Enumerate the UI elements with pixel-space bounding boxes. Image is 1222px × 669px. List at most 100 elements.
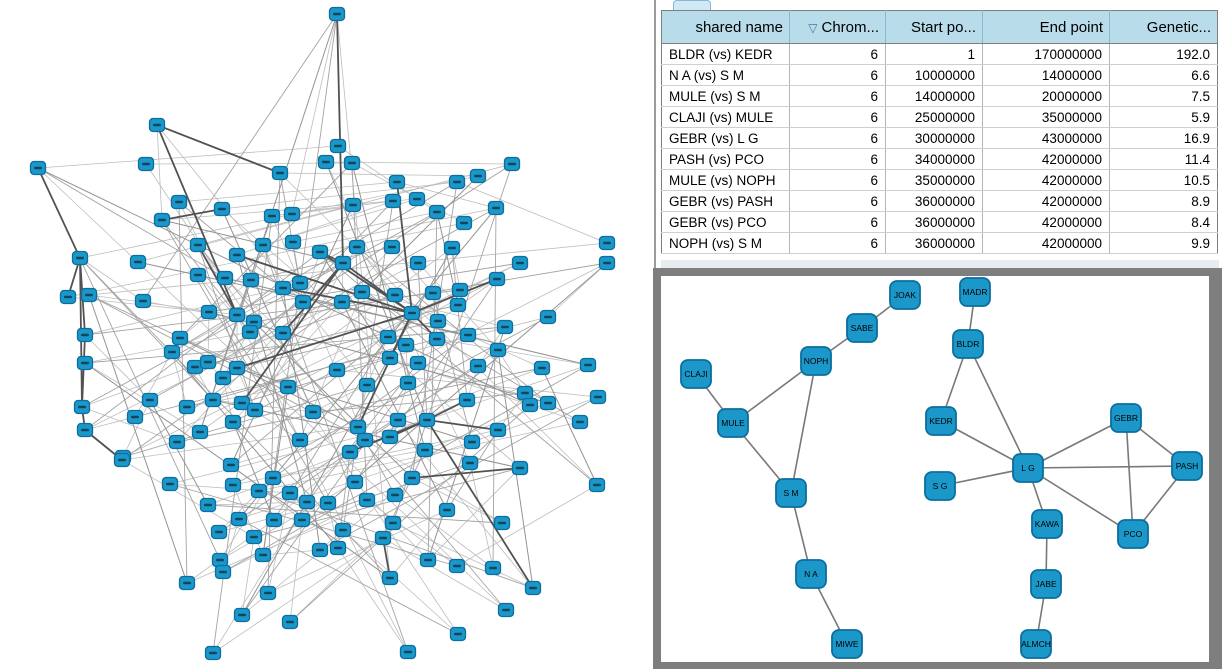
network-edge: [394, 494, 494, 569]
network-node-label: [196, 430, 204, 434]
network-node-label: [348, 161, 356, 165]
table-row[interactable]: MULE (vs) NOPH 6 35000000 42000000 10.5: [661, 169, 1218, 191]
table-row[interactable]: BLDR (vs) KEDR 6 1 170000000 192.0: [661, 43, 1218, 65]
network-edge: [262, 549, 321, 556]
network-node-label: [153, 123, 161, 127]
column-header-start-po-[interactable]: Start po...: [885, 10, 983, 44]
overview-network-canvas[interactable]: [0, 0, 653, 669]
network-node-sm[interactable]: [775, 478, 807, 508]
table-cell: 1: [885, 43, 983, 65]
table-row[interactable]: NOPH (vs) S M 6 36000000 42000000 9.9: [661, 232, 1218, 254]
network-node-gebr[interactable]: [1110, 403, 1142, 433]
network-edge: [67, 207, 497, 298]
network-node-label: [516, 466, 524, 470]
network-edge: [411, 181, 458, 479]
column-header-genetic-[interactable]: Genetic...: [1109, 10, 1218, 44]
network-node-label: [218, 207, 226, 211]
network-node-almch[interactable]: [1020, 629, 1052, 659]
table-cell: 16.9: [1109, 127, 1218, 149]
table-row[interactable]: MULE (vs) S M 6 14000000 20000000 7.5: [661, 85, 1218, 107]
table-cell: 6: [789, 106, 886, 128]
column-header-end-point[interactable]: End point: [982, 10, 1110, 44]
detail-network-canvas[interactable]: JOAK SABE NOPH CLAJI MULE S M N A MIWE MADR BLDR K…: [661, 276, 1209, 662]
network-edge: [197, 274, 301, 441]
table-cell: 6: [789, 64, 886, 86]
network-node-label: [363, 383, 371, 387]
network-node-label: [424, 558, 432, 562]
network-node-noph[interactable]: [800, 346, 832, 376]
network-node-label: [391, 493, 399, 497]
network-node-mule[interactable]: [717, 408, 749, 438]
table-tab[interactable]: [673, 0, 711, 10]
table-cell: 25000000: [885, 106, 983, 128]
column-header-shared-name[interactable]: shared name: [661, 10, 790, 44]
table-cell: 9.9: [1109, 232, 1218, 254]
network-node-na[interactable]: [795, 559, 827, 589]
network-node-bldr[interactable]: [952, 329, 984, 359]
network-node-label: [269, 476, 277, 480]
network-edge: [253, 321, 413, 479]
network-node-label: [384, 335, 392, 339]
network-node-claji[interactable]: [680, 359, 712, 389]
network-edge: [337, 547, 409, 653]
table-cell: 30000000: [885, 127, 983, 149]
network-node-label: [78, 405, 86, 409]
table-cell: N A (vs) S M: [661, 64, 790, 86]
filter-icon[interactable]: ▽: [808, 20, 818, 35]
network-edge: [267, 509, 448, 594]
horizontal-scrollbar[interactable]: [661, 260, 1219, 268]
network-edge: [272, 449, 426, 479]
network-node-label: [250, 535, 258, 539]
network-edge: [171, 181, 458, 353]
network-edge: [79, 257, 214, 401]
overview-network-panel[interactable]: [0, 0, 653, 669]
network-edge: [790, 360, 817, 494]
table-cell: 6: [789, 127, 886, 149]
network-edge: [232, 421, 275, 521]
network-node-lg[interactable]: [1012, 453, 1044, 483]
network-edge: [427, 467, 521, 561]
network-node-jabe[interactable]: [1030, 569, 1062, 599]
table-cell: 6.6: [1109, 64, 1218, 86]
network-node-label: [219, 570, 227, 574]
column-header-chrom-[interactable]: ▽ Chrom...: [789, 10, 886, 44]
network-node-kedr[interactable]: [925, 406, 957, 436]
network-edge-dark: [426, 419, 534, 589]
network-node-sg[interactable]: [924, 471, 956, 501]
table-row[interactable]: N A (vs) S M 6 10000000 14000000 6.6: [661, 64, 1218, 86]
table-row[interactable]: GEBR (vs) PCO 6 36000000 42000000 8.4: [661, 211, 1218, 233]
network-edge-dark: [336, 13, 344, 264]
network-edge-dark: [156, 124, 281, 174]
network-node-label: [194, 243, 202, 247]
network-edge: [392, 522, 534, 589]
network-node-pco[interactable]: [1117, 519, 1149, 549]
table-cell: 170000000: [982, 43, 1110, 65]
network-node-miwe[interactable]: [831, 629, 863, 659]
network-node-label: [468, 440, 476, 444]
network-node-label: [456, 288, 464, 292]
network-node-joak[interactable]: [889, 280, 921, 310]
detail-network-panel[interactable]: JOAK SABE NOPH CLAJI MULE S M N A MIWE MADR BLDR K…: [653, 268, 1222, 669]
network-edge: [392, 163, 513, 524]
network-node-madr[interactable]: [959, 277, 991, 307]
table-cell: 35000000: [982, 106, 1110, 128]
network-node-label: PCO: [1124, 529, 1143, 539]
table-row[interactable]: GEBR (vs) PASH 6 36000000 42000000 8.9: [661, 190, 1218, 212]
network-node-label: S M: [783, 488, 798, 498]
network-node-label: [421, 448, 429, 452]
table-cell: NOPH (vs) S M: [661, 232, 790, 254]
network-node-kawa[interactable]: [1031, 509, 1063, 539]
network-node-label: [464, 333, 472, 337]
network-node-sabe[interactable]: [846, 313, 878, 343]
table-row[interactable]: GEBR (vs) L G 6 30000000 43000000 16.9: [661, 127, 1218, 149]
network-node-pash[interactable]: [1171, 451, 1203, 481]
table-row[interactable]: PASH (vs) PCO 6 34000000 42000000 11.4: [661, 148, 1218, 170]
table-cell: 43000000: [982, 127, 1110, 149]
table-row[interactable]: CLAJI (vs) MULE 6 25000000 35000000 5.9: [661, 106, 1218, 128]
table-cell: 14000000: [885, 85, 983, 107]
network-edge: [81, 406, 178, 443]
network-node-label: [209, 398, 217, 402]
network-node-label: [316, 548, 324, 552]
table-cell: GEBR (vs) PCO: [661, 211, 790, 233]
table-cell: 5.9: [1109, 106, 1218, 128]
